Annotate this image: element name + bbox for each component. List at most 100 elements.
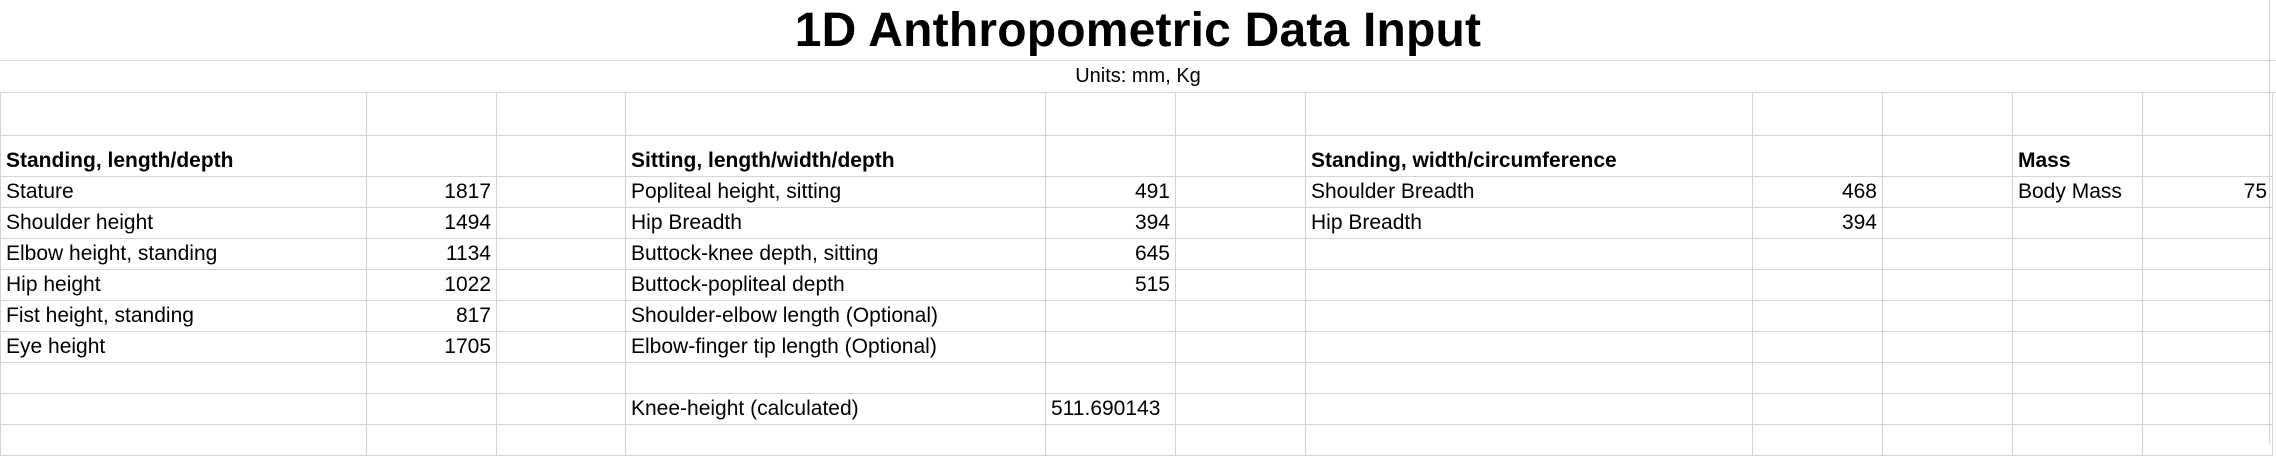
cell[interactable]: [2012, 424, 2143, 456]
cell[interactable]: [1045, 92, 1176, 136]
cell[interactable]: [1752, 424, 1883, 456]
label-cell[interactable]: Hip Breadth: [1305, 207, 1753, 239]
cell[interactable]: [1175, 92, 1306, 136]
cell[interactable]: [1305, 331, 1753, 363]
cell[interactable]: [496, 176, 626, 208]
cell[interactable]: [1752, 331, 1883, 363]
label-cell[interactable]: Buttock-knee depth, sitting: [625, 238, 1046, 270]
cell[interactable]: [0, 424, 367, 456]
cell[interactable]: [1175, 176, 1306, 208]
cell[interactable]: [1752, 362, 1883, 394]
label-cell[interactable]: Fist height, standing: [0, 300, 367, 332]
cell[interactable]: [496, 269, 626, 301]
cell[interactable]: [2012, 393, 2143, 425]
cell[interactable]: [496, 331, 626, 363]
cell[interactable]: [2142, 424, 2273, 456]
cell[interactable]: [0, 393, 367, 425]
cell[interactable]: [1752, 92, 1883, 136]
value-cell[interactable]: 1817: [366, 176, 497, 208]
label-cell[interactable]: Buttock-popliteal depth: [625, 269, 1046, 301]
cell[interactable]: [0, 362, 367, 394]
cell[interactable]: [1175, 135, 1306, 177]
cell[interactable]: [1045, 424, 1176, 456]
cell[interactable]: [2012, 300, 2143, 332]
cell[interactable]: [1882, 269, 2013, 301]
cell[interactable]: [496, 238, 626, 270]
cell[interactable]: [2012, 238, 2143, 270]
cell[interactable]: [1305, 269, 1753, 301]
cell[interactable]: [2012, 331, 2143, 363]
value-cell[interactable]: 645: [1045, 238, 1176, 270]
value-cell[interactable]: 75: [2142, 176, 2273, 208]
value-cell[interactable]: 1705: [366, 331, 497, 363]
cell[interactable]: [1882, 300, 2013, 332]
value-cell[interactable]: 515: [1045, 269, 1176, 301]
units-cell[interactable]: Units: mm, Kg: [0, 61, 2276, 93]
cell[interactable]: [1175, 424, 1306, 456]
label-cell[interactable]: Body Mass: [2012, 176, 2143, 208]
cell[interactable]: [496, 135, 626, 177]
value-cell[interactable]: 1022: [366, 269, 497, 301]
value-cell[interactable]: [1045, 331, 1176, 363]
value-cell[interactable]: 468: [1752, 176, 1883, 208]
cell[interactable]: [366, 92, 497, 136]
cell[interactable]: [496, 424, 626, 456]
cell[interactable]: [1882, 362, 2013, 394]
cell[interactable]: [496, 393, 626, 425]
cell[interactable]: [2142, 331, 2273, 363]
cell[interactable]: [1752, 135, 1883, 177]
cell[interactable]: [366, 424, 497, 456]
label-cell[interactable]: Hip height: [0, 269, 367, 301]
cell[interactable]: [2142, 362, 2273, 394]
cell[interactable]: [1305, 393, 1753, 425]
cell[interactable]: [1882, 424, 2013, 456]
cell[interactable]: [1305, 92, 1753, 136]
cell[interactable]: [1175, 238, 1306, 270]
cell[interactable]: [1175, 362, 1306, 394]
cell[interactable]: [1882, 207, 2013, 239]
cell[interactable]: [366, 135, 497, 177]
cell[interactable]: [1175, 207, 1306, 239]
cell[interactable]: [2142, 92, 2273, 136]
cell[interactable]: [2142, 393, 2273, 425]
label-cell[interactable]: Elbow-finger tip length (Optional): [625, 331, 1046, 363]
value-cell[interactable]: 817: [366, 300, 497, 332]
section-heading-sitting[interactable]: Sitting, length/width/depth: [625, 135, 1046, 177]
cell[interactable]: [625, 92, 1046, 136]
cell[interactable]: [2142, 238, 2273, 270]
title-cell[interactable]: 1D Anthropometric Data Input: [0, 0, 2276, 61]
cell[interactable]: [2142, 269, 2273, 301]
value-cell[interactable]: 394: [1752, 207, 1883, 239]
cell[interactable]: [2012, 207, 2143, 239]
cell[interactable]: [1882, 393, 2013, 425]
cell[interactable]: [1305, 238, 1753, 270]
cell[interactable]: [625, 362, 1046, 394]
cell[interactable]: [2142, 135, 2273, 177]
cell[interactable]: [366, 393, 497, 425]
cell[interactable]: [625, 424, 1046, 456]
cell[interactable]: [1305, 362, 1753, 394]
cell[interactable]: [1305, 424, 1753, 456]
value-cell[interactable]: 1494: [366, 207, 497, 239]
cell[interactable]: [1752, 269, 1883, 301]
label-cell-knee-height[interactable]: Knee-height (calculated): [625, 393, 1046, 425]
cell[interactable]: [496, 207, 626, 239]
label-cell[interactable]: Hip Breadth: [625, 207, 1046, 239]
value-cell[interactable]: 394: [1045, 207, 1176, 239]
cell[interactable]: [2142, 300, 2273, 332]
value-cell-knee-height[interactable]: 511.690143: [1045, 393, 1176, 425]
label-cell[interactable]: Elbow height, standing: [0, 238, 367, 270]
cell[interactable]: [2142, 207, 2273, 239]
value-cell[interactable]: 491: [1045, 176, 1176, 208]
cell[interactable]: [1175, 331, 1306, 363]
cell[interactable]: [0, 92, 367, 136]
cell[interactable]: [366, 362, 497, 394]
cell[interactable]: [1882, 92, 2013, 136]
label-cell[interactable]: Shoulder height: [0, 207, 367, 239]
label-cell[interactable]: Shoulder Breadth: [1305, 176, 1753, 208]
cell[interactable]: [1175, 269, 1306, 301]
section-heading-standing-width[interactable]: Standing, width/circumference: [1305, 135, 1753, 177]
section-heading-standing-length[interactable]: Standing, length/depth: [0, 135, 367, 177]
cell[interactable]: [2012, 92, 2143, 136]
value-cell[interactable]: 1134: [366, 238, 497, 270]
